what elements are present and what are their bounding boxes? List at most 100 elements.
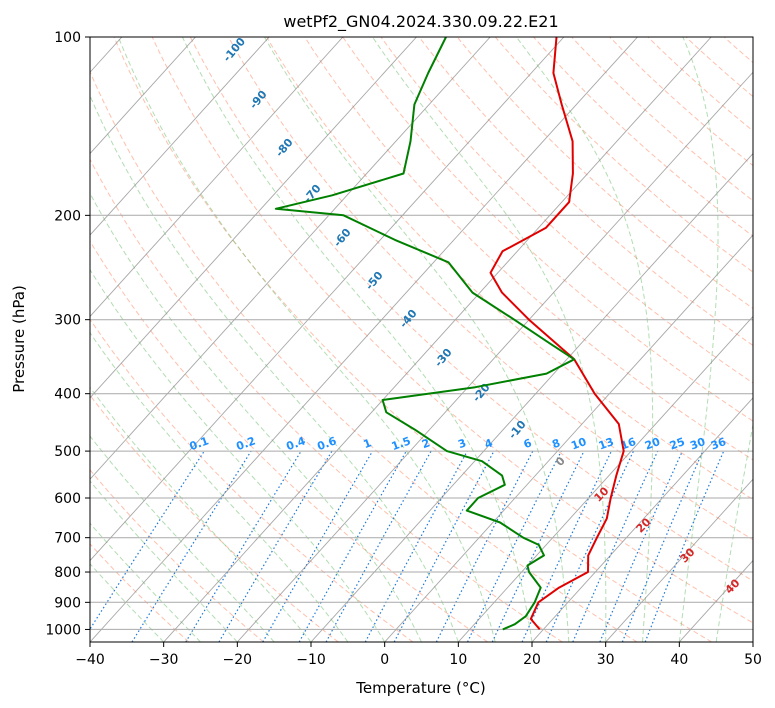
x-tick-label: −40: [75, 652, 105, 668]
dry-adiabat: [90, 394, 339, 642]
y-tick-label: 400: [54, 387, 81, 403]
y-tick-label: 600: [54, 491, 81, 507]
mixing-ratio-label: 6: [522, 436, 534, 451]
mixing-ratio-line: [325, 450, 432, 642]
x-tick-label: 50: [744, 652, 762, 668]
isotherm: [90, 37, 270, 236]
moist-adiabat: [181, 37, 533, 642]
dry-adiabat: [342, 37, 753, 422]
moist-adiabat: [90, 192, 422, 642]
x-tick-label: −10: [296, 652, 326, 668]
mixing-ratio-label: 20: [643, 435, 662, 453]
isotherm: [90, 37, 565, 562]
dry-adiabat: [380, 37, 753, 384]
mixing-ratio-line: [599, 450, 683, 642]
mixing-ratio-line: [298, 450, 407, 642]
mixing-ratio-line: [185, 450, 302, 642]
x-tick-label: 40: [670, 652, 688, 668]
moist-adiabat: [90, 331, 349, 642]
dry-adiabat: [418, 37, 753, 347]
x-tick-label: 0: [380, 652, 389, 668]
mixing-ratio-label: 30: [688, 435, 707, 453]
dry-adiabat: [90, 240, 488, 642]
mixing-ratio-label: 10: [569, 435, 588, 453]
isotherm: [90, 37, 417, 399]
mixing-ratio-label: 0.4: [285, 434, 308, 453]
dry-adiabat: [456, 37, 753, 310]
plot-frame: [89, 36, 754, 643]
moist-adiabat-label: 40: [723, 576, 743, 596]
y-tick-label: 900: [54, 595, 81, 611]
isotherm: [90, 37, 638, 642]
isotherm: [163, 37, 712, 642]
moist-adiabat: [90, 563, 165, 642]
series-layer: [274, 37, 625, 631]
x-axis: −40 −30 −20 −10 0 10 20 30 40 50: [75, 642, 762, 668]
dry-adiabat-label: -100: [220, 35, 248, 65]
mixing-ratio-label: 36: [709, 435, 728, 453]
dry-adiabat: [227, 37, 753, 541]
line-label-layer: 0.1 0.2 0.4 0.6 1 1.5 2 3 4 6 8 10 13 16 20 25 30 36-100-…: [188, 35, 743, 597]
y-tick-label: 200: [54, 208, 81, 224]
moist-adiabat: [117, 37, 496, 642]
x-tick-label: −20: [223, 652, 253, 668]
y-tick-label: 800: [54, 565, 81, 581]
mixing-ratio-label: 0.6: [315, 434, 338, 453]
dry-adiabat: [90, 70, 638, 642]
dry-adiabat-label: -80: [273, 136, 296, 160]
dry-adiabat: [266, 37, 753, 501]
dry-adiabat-label: -30: [432, 346, 455, 370]
moist-adiabat-label: 30: [678, 545, 698, 565]
moist-adiabat: [372, 37, 607, 642]
moist-adiabat: [90, 386, 312, 642]
moist-adiabat: [264, 37, 570, 642]
mixing-ratio-line: [644, 450, 725, 642]
mixing-ratio-line: [393, 450, 495, 642]
x-tick-label: 10: [449, 652, 467, 668]
moist-adiabat: [715, 422, 753, 642]
mixing-ratio-label: 13: [597, 435, 616, 452]
dry-adiabat: [90, 318, 414, 642]
temperature-line: [489, 37, 625, 631]
dry-adiabat-label: -90: [247, 88, 270, 112]
dry-adiabat: [151, 37, 753, 624]
y-tick-label: 100: [54, 30, 81, 46]
moist-adiabat-label: 20: [634, 515, 654, 535]
mixing-ratio-line: [435, 450, 534, 642]
mixing-ratio-label: 2: [420, 436, 432, 451]
y-axis: 100 200 300 400 500 600 700 800 900 1000: [45, 30, 90, 638]
mixing-ratio-line: [262, 450, 374, 642]
mixing-ratio-label: 8: [550, 436, 562, 451]
isotherm: [384, 234, 753, 642]
moist-adiabat: [678, 37, 719, 642]
mixing-ratio-label: 0.2: [235, 434, 258, 453]
isotherm: [310, 152, 753, 642]
isotherm: [605, 478, 753, 642]
dry-adiabat: [494, 37, 753, 273]
grid-layer: [90, 37, 775, 642]
mixing-ratio-label: 1: [362, 436, 374, 451]
mixing-ratio-label: 3: [456, 436, 468, 451]
dry-adiabat: [647, 37, 753, 132]
mixing-ratio-line: [131, 450, 252, 642]
dry-adiabat: [90, 158, 563, 642]
mixing-ratio-line: [364, 450, 468, 642]
y-tick-label: 500: [54, 444, 81, 460]
moist-adiabat: [90, 480, 238, 642]
moist-adiabat: [90, 268, 386, 642]
dry-adiabat-label: -50: [363, 269, 386, 293]
dry-adiabat: [762, 37, 775, 642]
mixing-ratio-line: [621, 450, 704, 642]
isotherm: [457, 315, 753, 642]
mixing-ratio-label: 4: [483, 436, 495, 451]
mixing-ratio-label: 0.1: [188, 434, 211, 453]
moist-adiabat: [90, 522, 201, 642]
dry-adiabat: [304, 37, 753, 461]
isotherm: [531, 397, 753, 642]
chart-title: wetPf2_GN04.2024.330.09.22.E21: [283, 12, 558, 32]
y-tick-label: 700: [54, 531, 81, 547]
y-axis-label: Pressure (hPa): [10, 285, 28, 393]
moist-adiabat: [90, 435, 275, 642]
x-tick-label: 20: [523, 652, 541, 668]
